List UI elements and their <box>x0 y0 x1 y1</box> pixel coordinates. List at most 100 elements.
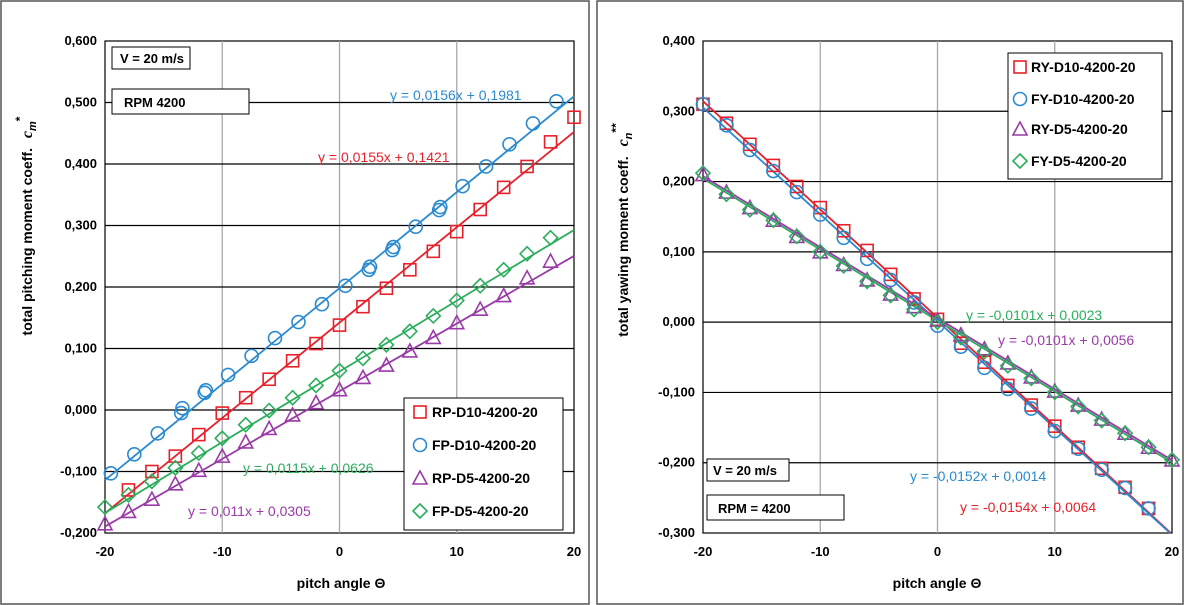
data-point-FY-D10-4200-20 <box>742 142 758 158</box>
data-point-FP-D5-4200-20 <box>518 245 536 262</box>
y-tick-label: -0,100 <box>60 464 97 479</box>
x-tick-label: 20 <box>567 544 581 559</box>
data-point-FP-D5-4200-20 <box>354 350 372 367</box>
data-point-FY-D5-4200-20 <box>1140 439 1157 456</box>
data-point-FY-D10-4200-20 <box>836 230 852 246</box>
data-point-FP-D10-4200-20 <box>150 426 166 441</box>
legend-marker-FP-D5-4200-20 <box>411 502 429 520</box>
data-point-FY-D10-4200-20 <box>766 163 781 179</box>
data-markers <box>96 93 581 531</box>
legend-entry-rp-d10: RP-D10-4200-20 <box>432 404 538 420</box>
data-point-FY-D10-4200-20 <box>789 184 805 200</box>
tick-labels: -0,200 -0,100 0,000 0,100 0,200 0,300 0,400 0,5… <box>60 33 581 559</box>
equation-rp-d5: y = 0,011x + 0,0305 <box>188 503 311 519</box>
legend-entry-ry-d5: RY-D5-4200-20 <box>1031 121 1128 137</box>
data-point-RY-D5-4200-20 <box>1069 396 1087 412</box>
legend-markers <box>1011 60 1029 170</box>
x-axis-title: pitch angle Θ <box>297 575 386 591</box>
legend-marker-FP-D10-4200-20 <box>412 437 428 453</box>
trendlines <box>702 100 1173 534</box>
data-point-RP-D5-4200-20 <box>471 300 489 316</box>
data-point-FY-D5-4200-20 <box>1093 412 1110 429</box>
data-point-RY-D5-4200-20 <box>858 271 876 287</box>
yawing-moment-chart: -0,300 -0,200 -0,100 0,000 0,100 0,200 0,300 0,… <box>596 0 1184 605</box>
data-point-RP-D5-4200-20 <box>354 368 372 385</box>
data-point-RP-D10-4200-20 <box>145 464 159 479</box>
y-tick-label: -0,300 <box>658 525 695 540</box>
data-point-RP-D5-4200-20 <box>213 447 231 463</box>
data-point-FP-D5-4200-20 <box>284 389 301 406</box>
data-point-RP-D5-4200-20 <box>331 381 348 397</box>
y-axis-title-text: total yawing moment coeff. <box>615 156 631 336</box>
data-point-FY-D5-4200-20 <box>905 301 923 318</box>
x-tick-label: -20 <box>694 544 713 559</box>
data-point-FP-D5-4200-20 <box>307 377 325 394</box>
data-point-FY-D5-4200-20 <box>1116 425 1134 442</box>
data-point-FP-D10-4200-20 <box>478 159 494 174</box>
y-tick-label: 0,000 <box>662 314 695 329</box>
data-point-FP-D5-4200-20 <box>542 229 559 246</box>
y-tick-label: 0,200 <box>662 174 695 189</box>
data-point-FY-D5-4200-20 <box>976 343 993 360</box>
data-point-FY-D10-4200-20 <box>977 360 992 376</box>
legend-entry-ry-d10: RY-D10-4200-20 <box>1031 59 1136 75</box>
data-point-FP-D5-4200-20 <box>425 307 442 325</box>
data-point-FP-D10-4200-20 <box>408 219 424 235</box>
data-markers <box>694 96 1181 516</box>
equation-ry-d10: y = -0,0154x + 0,0064 <box>960 499 1096 515</box>
legend-markers <box>411 405 429 520</box>
equation-rp-d10: y = 0,0155x + 0,1421 <box>318 149 450 165</box>
data-point-FP-D5-4200-20 <box>120 486 137 504</box>
data-point-RP-D10-4200-20 <box>309 336 323 351</box>
data-point-FY-D5-4200-20 <box>1163 451 1181 469</box>
data-point-FY-D10-4200-20 <box>812 207 828 222</box>
data-point-RP-D10-4200-20 <box>567 110 581 125</box>
trendline-FP-D5-4200-20 <box>104 229 575 514</box>
trendline-RP-D5-4200-20 <box>104 255 575 528</box>
data-point-FP-D10-4200-20 <box>549 93 564 109</box>
data-point-FY-D5-4200-20 <box>929 314 946 331</box>
trendline-RP-D10-4200-20 <box>104 131 575 514</box>
pitching-moment-chart: -0,200 -0,100 0,000 0,100 0,200 0,300 0,400 0,5… <box>0 0 590 605</box>
data-point-RP-D10-4200-20 <box>215 406 230 420</box>
y-tick-label: 0,000 <box>64 402 97 417</box>
data-point-RP-D5-4200-20 <box>167 475 184 491</box>
data-point-RY-D5-4200-20 <box>1046 382 1064 398</box>
x-tick-label: -10 <box>811 544 830 559</box>
data-point-FY-D10-4200-20 <box>695 96 711 112</box>
legend-marker-FY-D10-4200-20 <box>1012 91 1028 107</box>
data-point-FY-D10-4200-20 <box>1141 501 1156 516</box>
data-point-FP-D5-4200-20 <box>167 459 184 476</box>
data-point-FY-D5-4200-20 <box>952 329 970 346</box>
y-tick-label: 0,100 <box>64 341 97 356</box>
legend-marker-RP-D10-4200-20 <box>413 405 427 419</box>
data-point-FP-D10-4200-20 <box>103 466 119 481</box>
data-point-FY-D5-4200-20 <box>859 273 876 290</box>
data-point-FY-D10-4200-20 <box>1047 423 1063 439</box>
data-point-RP-D5-4200-20 <box>190 461 208 478</box>
data-point-RP-D5-4200-20 <box>424 328 442 345</box>
data-point-FP-D5-4200-20 <box>237 416 254 433</box>
rpm-label: RPM = 4200 <box>718 501 791 516</box>
data-point-FY-D10-4200-20 <box>1000 381 1016 397</box>
x-axis-title: pitch angle Θ <box>893 575 982 591</box>
data-point-FP-D10-4200-20 <box>338 278 353 294</box>
data-point-RP-D10-4200-20 <box>473 202 488 217</box>
data-point-RP-D10-4200-20 <box>426 244 441 259</box>
data-point-FY-D10-4200-20 <box>719 118 734 133</box>
data-point-RP-D10-4200-20 <box>496 180 511 195</box>
y-tick-label: 0,100 <box>662 244 695 259</box>
y-axis-title-text: total pitching moment coeff. <box>19 148 35 335</box>
data-point-RY-D10-4200-20 <box>813 200 828 215</box>
data-point-RY-D5-4200-20 <box>1022 368 1040 384</box>
y-tick-label: 0,400 <box>64 156 97 171</box>
data-point-RP-D10-4200-20 <box>449 224 464 239</box>
y-tick-label: 0,500 <box>64 95 97 110</box>
data-point-RY-D5-4200-20 <box>835 255 853 272</box>
data-point-FY-D5-4200-20 <box>1046 384 1063 401</box>
data-point-FP-D10-4200-20 <box>502 137 517 152</box>
data-point-FY-D10-4200-20 <box>1024 401 1039 416</box>
data-point-FY-D10-4200-20 <box>1070 441 1086 456</box>
data-point-FP-D10-4200-20 <box>386 239 401 255</box>
data-point-RY-D10-4200-20 <box>766 158 781 173</box>
